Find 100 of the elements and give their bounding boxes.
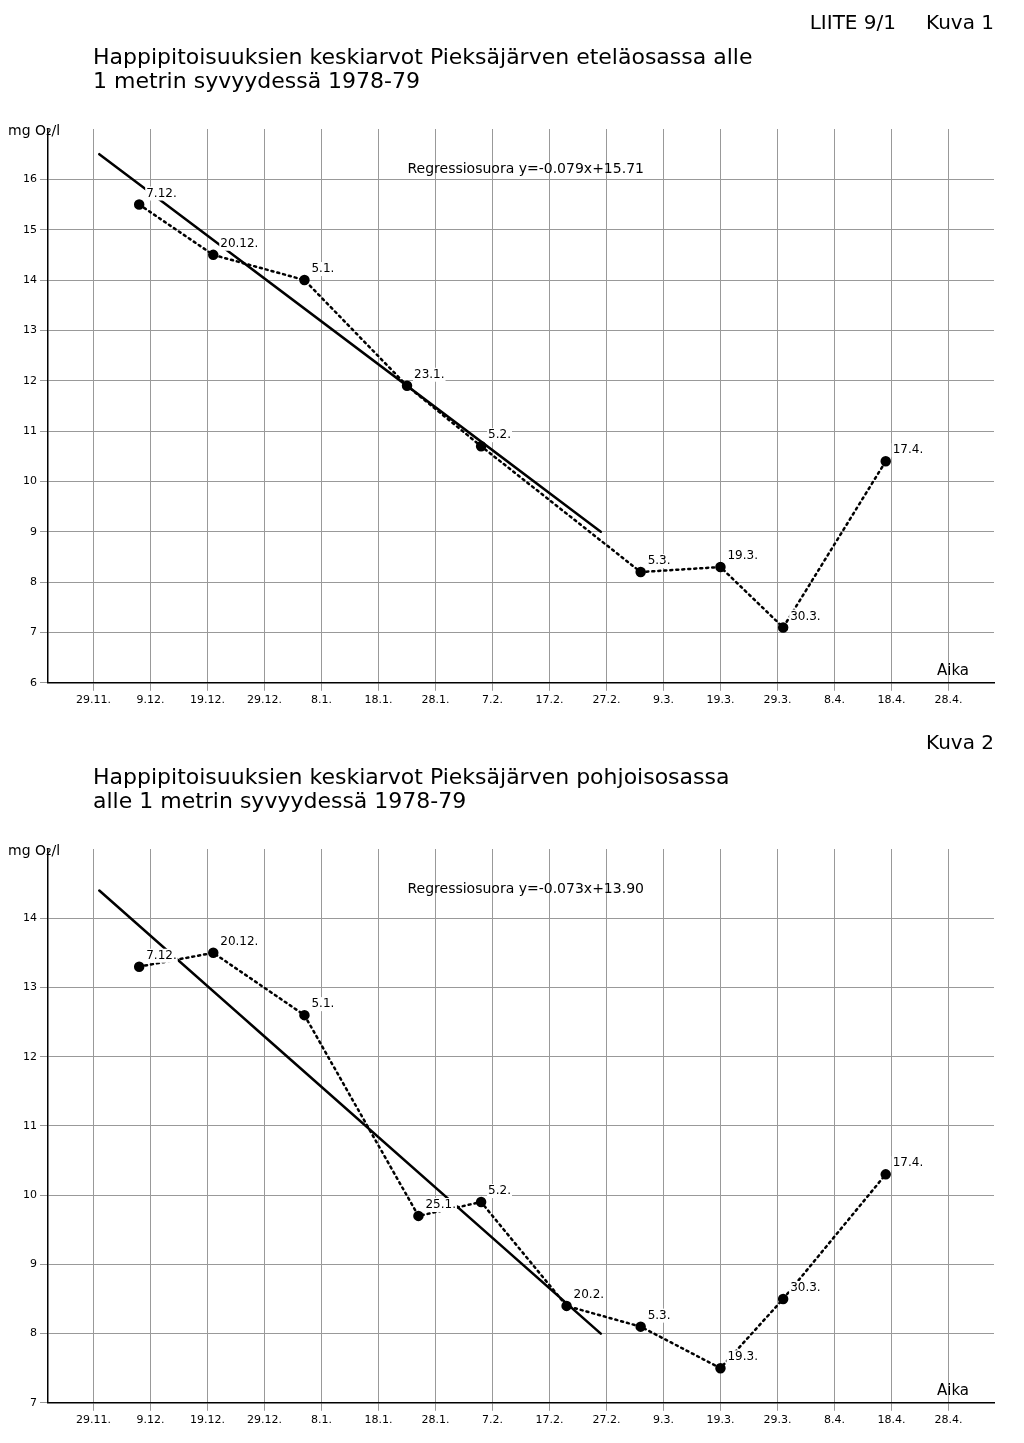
y-tick-label: 9 [30,524,37,538]
x-tick-label: 29.11. [76,1413,112,1427]
annotation: 7.12. [146,947,177,962]
y-tick-label: 10 [23,474,37,488]
annotation: 5.2. [488,427,512,442]
y-tick-label: 12 [23,373,37,387]
y-tick-label: 16 [23,172,37,186]
annotation: 19.3. [727,1349,758,1364]
text: Kuva 2 [926,730,994,754]
y-axis-title: mg O₂/l [8,122,61,138]
annotation: 19.3. [727,548,758,563]
x-tick-label: 9.3. [652,693,674,707]
x-tick-label: 9.12. [136,1413,165,1427]
y-tick-label: 12 [23,1049,37,1063]
x-tick-label: 27.2. [592,693,621,707]
annotation: 7.12. [146,185,177,200]
x-tick-label: 18.4. [877,693,906,707]
x-tick-label: 8.4. [823,693,845,707]
x-tick-label: 28.1. [421,1413,450,1427]
text: Regressiosuora y=-0.073x+13.90 [407,880,644,896]
x-tick-label: 19.12. [190,1413,226,1427]
point [880,456,891,467]
annotation: 23.1. [414,366,445,381]
y-tick-label: 15 [23,222,37,236]
text: Kuva 1 [926,10,994,34]
point [208,249,219,261]
annotation: 20.12. [220,933,259,948]
point [413,1210,424,1222]
y-tick-label: 13 [23,980,37,994]
point [635,1321,646,1332]
chart-title: Happipitoisuuksien keskiarvot Pieksäjärven eteläosassa alle 1 metrin syvyydessä 1978-79 [93,44,753,93]
annotation: 17.4. [892,1155,924,1170]
x-tick-label: 8.4. [823,1413,845,1427]
point [401,380,413,392]
point [208,947,219,959]
x-tick-label: 18.1. [364,1413,393,1427]
point [777,622,789,633]
x-tick-label: 29.11. [76,693,112,707]
x-tick-label: 18.1. [364,693,393,707]
x-tick-label: 28.4. [934,1413,963,1427]
x-tick-label: 19.12. [190,693,226,707]
point [777,1293,789,1305]
y-tick-label: 11 [23,423,37,437]
annotation: 5.3. [647,553,671,568]
x-tick-label: 27.2. [592,1413,621,1427]
x-tick-label: 8.1. [311,693,333,707]
y-tick-label: 7 [30,1395,37,1409]
point [475,440,487,452]
y-tick-label: 14 [23,911,37,925]
x-tick-label: 9.3. [652,1413,674,1427]
x-tick-label: 18.4. [877,1413,906,1427]
point [299,1009,310,1021]
x-tick-label: 29.12. [247,693,283,707]
annotation: 5.1. [311,996,335,1011]
x-tick-label: 7.2. [482,693,503,707]
x-axis-title: Aika [936,660,969,679]
x-tick-label: 29.3. [763,693,792,707]
point [715,1362,726,1374]
y-tick-label: 9 [30,1257,37,1271]
point [133,199,145,210]
x-tick-label: 28.1. [421,693,450,707]
y-tick-label: 10 [23,1187,37,1201]
x-tick-label: 17.2. [535,1413,564,1427]
x-tick-label: 9.12. [136,693,165,707]
y-tick-label: 8 [30,1326,37,1340]
annotation: 30.3. [790,608,821,623]
x-tick-label: 29.3. [763,1413,792,1427]
annotation: 17.4. [892,442,924,457]
point [635,566,646,578]
point [299,274,310,286]
x-tick-label: 28.4. [934,693,963,707]
x-tick-label: 19.3. [706,693,735,707]
y-tick-label: 13 [23,323,37,337]
annotation: 5.1. [311,261,335,276]
annotation: 20.12. [220,235,259,250]
y-tick-label: 14 [23,272,37,286]
x-axis-title: Aika [936,1380,969,1399]
point [475,1196,487,1208]
x-tick-label: 17.2. [535,693,564,707]
x-tick-label: 19.3. [706,1413,735,1427]
point [715,561,726,573]
y-axis-title: mg O₂/l [8,842,61,858]
point [133,961,145,972]
text: Regressiosuora y=-0.079x+15.71 [407,160,644,176]
annotation: 25.1. [425,1197,456,1212]
annotation: 30.3. [790,1280,821,1295]
y-tick-label: 11 [23,1118,37,1132]
text: LIITE 9/1 [809,10,897,34]
y-tick-label: 7 [30,625,37,639]
x-tick-label: 8.1. [311,1413,333,1427]
chart-title: Happipitoisuuksien keskiarvot Pieksäjärven pohjoisosassa alle 1 metrin syvyydessä 1978-79 [93,764,730,813]
y-tick-label: 6 [30,675,37,689]
x-tick-label: 7.2. [482,1413,503,1427]
annotation: 20.2. [573,1287,605,1302]
annotation: 5.3. [647,1307,671,1322]
point [880,1169,891,1180]
y-tick-label: 8 [30,574,37,588]
point [561,1300,572,1312]
annotation: 5.2. [488,1183,512,1198]
x-tick-label: 29.12. [247,1413,283,1427]
